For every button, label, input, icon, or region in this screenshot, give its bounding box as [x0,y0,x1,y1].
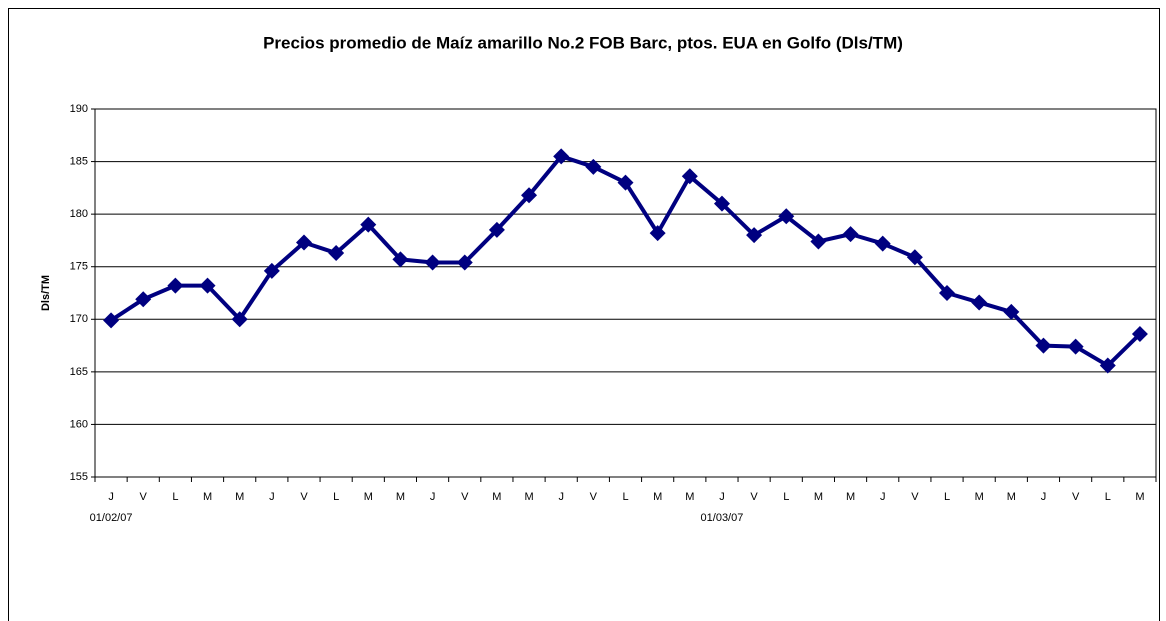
data-point [360,216,377,233]
data-point [649,225,666,242]
x-tick-label: M [685,491,694,503]
x-tick-label: M [524,491,533,503]
x-tick-label: J [430,491,436,503]
data-point [328,245,345,262]
x-tick-label: M [364,491,373,503]
x-tick-label: V [1072,491,1080,503]
data-point [231,311,248,328]
data-point [939,285,956,301]
data-point [585,158,602,175]
data-point [1003,303,1020,320]
chart-title: Precios promedio de Maíz amarillo No.2 F… [263,33,903,52]
x-group-label: 01/03/07 [701,512,744,524]
data-point [521,187,538,204]
data-point [1035,337,1052,354]
x-tick-label: J [719,491,725,503]
x-tick-label: M [814,491,823,503]
y-tick-label: 160 [70,418,88,430]
x-tick-label: V [461,491,469,503]
data-point [424,254,441,271]
y-tick-label: 185 [70,155,88,167]
data-point [713,195,730,212]
data-point [1067,338,1084,355]
x-tick-label: L [172,491,178,503]
data-point [617,174,634,191]
data-point [874,235,891,252]
y-tick-label: 165 [70,366,88,378]
x-tick-label: M [492,491,501,503]
data-point [1099,357,1116,374]
x-group-label: 01/02/07 [90,512,133,524]
x-tick-label: L [783,491,789,503]
x-tick-label: M [396,491,405,503]
x-tick-label: V [911,491,919,503]
x-tick-label: M [653,491,662,503]
data-point [842,226,859,243]
x-tick-label: V [300,491,308,503]
x-tick-label: L [1105,491,1111,503]
data-point [167,277,184,294]
y-tick-label: 170 [70,313,88,325]
x-tick-label: M [846,491,855,503]
y-tick-label: 155 [70,471,88,483]
data-point [810,233,827,250]
data-point [263,262,280,279]
x-tick-label: V [140,491,148,503]
data-point [295,234,312,251]
x-tick-label: J [880,491,886,503]
x-tick-label: J [558,491,564,503]
y-tick-label: 180 [70,208,88,220]
y-tick-label: 175 [70,261,88,273]
y-tick-label: 190 [70,103,88,115]
data-point [906,249,923,266]
data-point [135,291,152,308]
y-axis-label: Dls/TM [40,275,52,311]
x-tick-label: M [1007,491,1016,503]
data-point [778,208,795,225]
x-tick-label: V [750,491,758,503]
data-point [456,254,473,271]
x-tick-label: L [944,491,950,503]
x-tick-label: J [1041,491,1047,503]
data-point [553,148,570,165]
x-tick-label: M [1135,491,1144,503]
data-point [392,251,409,268]
data-point [681,168,698,185]
x-tick-label: J [269,491,275,503]
x-tick-label: J [108,491,114,503]
x-tick-label: M [975,491,984,503]
x-tick-label: V [590,491,598,503]
data-point [488,221,505,238]
data-point [1131,326,1148,343]
x-tick-label: M [203,491,212,503]
x-tick-label: M [235,491,244,503]
data-point [199,277,216,294]
x-tick-label: L [622,491,628,503]
data-point [103,312,120,329]
data-point [971,294,988,311]
plot-area [94,108,1157,478]
x-tick-label: L [333,491,339,503]
data-point [746,227,763,244]
